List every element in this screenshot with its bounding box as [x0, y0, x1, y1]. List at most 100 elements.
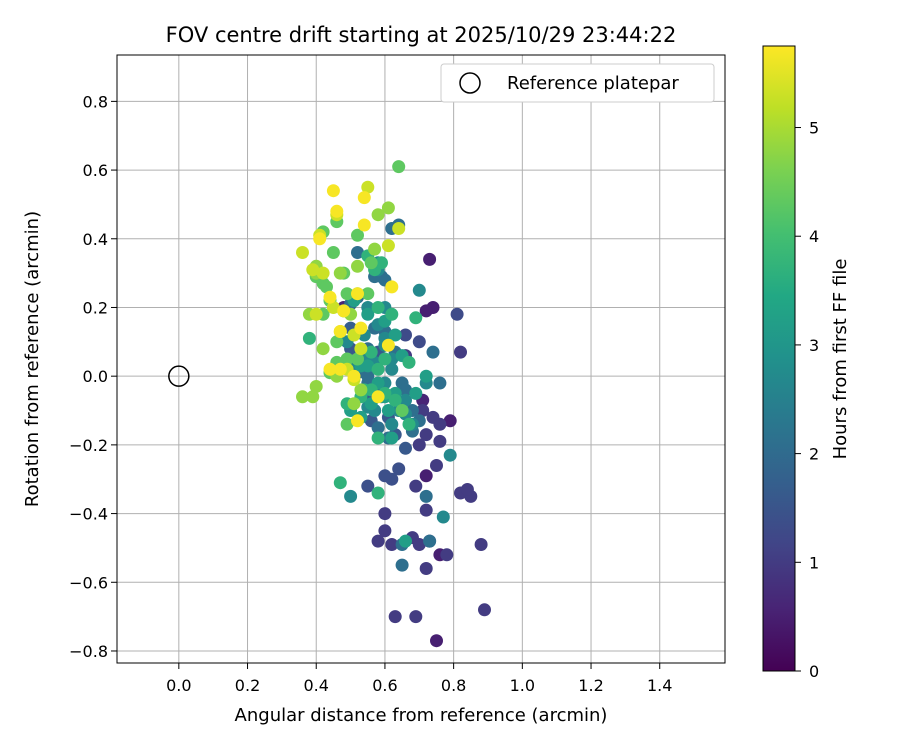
data-point	[323, 290, 337, 304]
colorbar-tick-label: 3	[809, 336, 819, 355]
data-point	[333, 476, 347, 490]
y-tick-label: 0.4	[83, 230, 108, 249]
data-point	[419, 503, 433, 517]
legend: Reference platepar	[440, 63, 715, 103]
data-point	[354, 342, 368, 356]
data-point	[371, 486, 385, 500]
data-point	[330, 204, 344, 218]
colorbar-tick-label: 1	[809, 553, 819, 572]
y-axis-label: Rotation from reference (arcmin)	[22, 211, 43, 507]
x-axis-ticks: 0.0 0.2 0.4 0.6 0.8 1.0 1.2 1.4	[166, 663, 672, 695]
data-point	[371, 534, 385, 548]
reference-marker	[168, 365, 190, 387]
data-point	[354, 383, 368, 397]
data-point	[412, 438, 426, 452]
data-point	[385, 362, 399, 376]
data-point	[440, 548, 454, 562]
data-point	[395, 404, 409, 417]
data-point	[306, 390, 320, 404]
data-point	[323, 362, 337, 376]
data-point	[385, 417, 399, 431]
data-point	[430, 459, 443, 472]
data-point	[385, 307, 399, 321]
data-points	[296, 160, 491, 648]
data-point	[378, 352, 392, 366]
data-point	[412, 335, 426, 349]
data-point	[326, 301, 340, 314]
data-point	[351, 352, 364, 366]
data-point	[347, 397, 361, 411]
data-point	[313, 232, 327, 246]
data-point	[388, 610, 402, 624]
data-point	[326, 246, 340, 259]
data-point	[296, 390, 309, 404]
data-point	[371, 390, 385, 404]
chart-title: FOV centre drift starting at 2025/10/29 …	[166, 23, 677, 47]
data-point	[460, 483, 474, 496]
data-point	[399, 393, 412, 407]
data-point	[316, 266, 330, 280]
data-point	[392, 222, 406, 235]
data-point	[309, 380, 323, 393]
x-axis-label: Angular distance from reference (arcmin)	[235, 705, 608, 726]
data-point	[381, 201, 395, 215]
data-point	[381, 338, 395, 352]
colorbar-tick-label: 5	[809, 119, 819, 138]
data-point	[381, 239, 395, 253]
data-point	[361, 180, 375, 194]
data-point	[423, 534, 437, 548]
legend-entry: Reference platepar	[507, 73, 679, 94]
data-point	[419, 369, 433, 383]
data-point	[399, 328, 412, 342]
data-point	[474, 538, 488, 551]
y-tick-label: −0.6	[69, 573, 108, 592]
x-tick-label: 1.2	[578, 676, 603, 695]
data-point	[340, 287, 354, 301]
data-point	[361, 359, 375, 373]
data-point	[419, 489, 433, 503]
data-point	[412, 283, 426, 297]
data-point	[402, 417, 416, 431]
data-point	[378, 507, 392, 521]
data-point	[351, 287, 364, 301]
data-point	[392, 160, 406, 174]
data-point	[364, 256, 378, 270]
colorbar-tick-label: 4	[809, 227, 819, 246]
data-point	[371, 431, 385, 445]
data-point	[433, 376, 447, 390]
y-axis-ticks: −0.8 −0.6 −0.4 −0.2 0.0 0.2 0.4 0.6 0.8	[69, 92, 117, 661]
data-point	[381, 404, 395, 417]
data-point	[392, 462, 406, 476]
data-point	[357, 191, 371, 205]
data-point	[351, 228, 364, 242]
data-point	[419, 428, 433, 442]
data-point	[357, 218, 371, 232]
data-point	[364, 345, 378, 359]
data-point	[326, 184, 340, 198]
data-point	[378, 524, 392, 538]
y-tick-label: −0.2	[69, 436, 108, 455]
data-point	[371, 208, 385, 222]
data-point	[347, 369, 361, 383]
data-point	[478, 603, 491, 617]
data-point	[402, 355, 416, 369]
data-point	[333, 266, 347, 280]
data-point	[409, 311, 423, 325]
data-point	[450, 307, 464, 321]
data-point	[296, 246, 309, 259]
x-tick-label: 0.6	[372, 676, 397, 695]
x-tick-label: 0.8	[441, 676, 466, 695]
data-point	[385, 431, 399, 445]
legend-box	[440, 63, 715, 103]
y-tick-label: −0.8	[69, 642, 108, 661]
data-point	[419, 304, 433, 318]
data-point	[433, 434, 447, 448]
x-tick-label: 1.4	[647, 676, 672, 695]
data-point	[443, 448, 457, 462]
data-point	[409, 386, 423, 400]
colorbar-tick-label: 2	[809, 445, 819, 464]
data-point	[368, 242, 382, 256]
data-point	[333, 325, 347, 338]
